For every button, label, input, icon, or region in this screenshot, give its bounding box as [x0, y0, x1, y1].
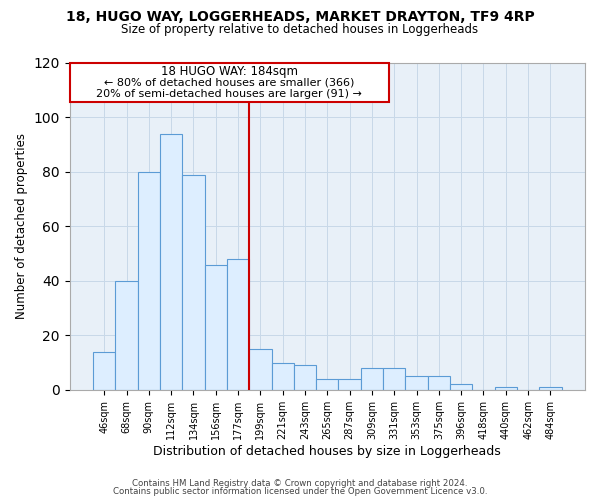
Y-axis label: Number of detached properties: Number of detached properties	[15, 134, 28, 320]
Text: 18, HUGO WAY, LOGGERHEADS, MARKET DRAYTON, TF9 4RP: 18, HUGO WAY, LOGGERHEADS, MARKET DRAYTO…	[65, 10, 535, 24]
Bar	[115, 281, 137, 390]
Bar	[249, 349, 272, 390]
Bar	[294, 366, 316, 390]
Text: ← 80% of detached houses are smaller (366): ← 80% of detached houses are smaller (36…	[104, 78, 355, 88]
Bar	[361, 368, 383, 390]
Bar	[227, 259, 249, 390]
FancyBboxPatch shape	[70, 63, 389, 102]
Text: Contains public sector information licensed under the Open Government Licence v3: Contains public sector information licen…	[113, 487, 487, 496]
Bar	[93, 352, 115, 390]
Bar	[494, 387, 517, 390]
Bar	[338, 379, 361, 390]
Text: Contains HM Land Registry data © Crown copyright and database right 2024.: Contains HM Land Registry data © Crown c…	[132, 478, 468, 488]
X-axis label: Distribution of detached houses by size in Loggerheads: Distribution of detached houses by size …	[154, 444, 501, 458]
Bar	[160, 134, 182, 390]
Bar	[205, 264, 227, 390]
Bar	[316, 379, 338, 390]
Text: Size of property relative to detached houses in Loggerheads: Size of property relative to detached ho…	[121, 22, 479, 36]
Bar	[383, 368, 406, 390]
Bar	[182, 174, 205, 390]
Bar	[272, 362, 294, 390]
Bar	[137, 172, 160, 390]
Text: 18 HUGO WAY: 184sqm: 18 HUGO WAY: 184sqm	[161, 64, 298, 78]
Bar	[406, 376, 428, 390]
Text: 20% of semi-detached houses are larger (91) →: 20% of semi-detached houses are larger (…	[97, 89, 362, 99]
Bar	[450, 384, 472, 390]
Bar	[539, 387, 562, 390]
Bar	[428, 376, 450, 390]
